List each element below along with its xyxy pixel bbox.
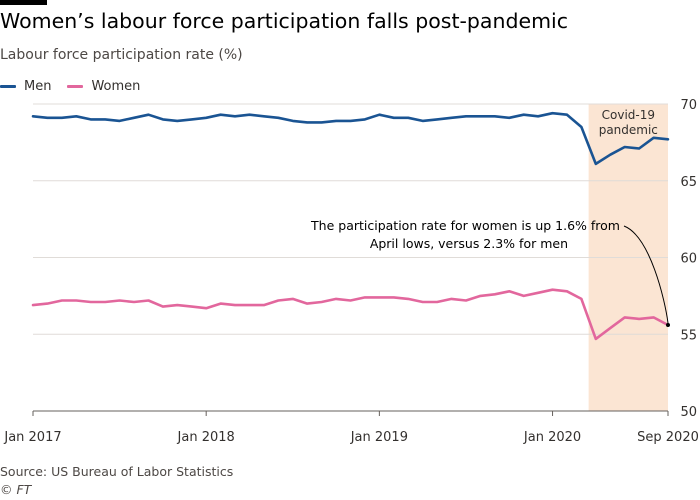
x-tick-label: Jan 2018 [177, 430, 235, 445]
y-tick-label: 70 [680, 98, 697, 113]
chart-subtitle: Labour force participation rate (%) [0, 47, 243, 63]
x-tick-label: Jan 2017 [3, 430, 61, 445]
shaded-region-label-line1: Covid-19 [602, 108, 655, 122]
chart-title: Women’s labour force participation falls… [0, 9, 569, 33]
credit: © FT [0, 482, 32, 497]
annotation-point [666, 323, 670, 328]
annotation-line1: The participation rate for women is up 1… [310, 218, 620, 233]
gridlines [33, 103, 668, 412]
y-tick-label: 60 [680, 252, 697, 267]
y-tick-label: 50 [680, 405, 697, 420]
x-tick-label: Jan 2019 [350, 430, 408, 445]
y-axis-ticks: 50 55 60 65 70 [680, 98, 697, 420]
series-lines [31, 111, 670, 341]
annotation-line2: April lows, versus 2.3% for men [370, 236, 568, 251]
legend-swatch-men [0, 85, 16, 88]
y-tick-label: 65 [680, 175, 697, 190]
legend-label-women: Women [91, 79, 141, 94]
x-tick-label: Sep 2020 [637, 430, 699, 445]
series-line-men [31, 111, 670, 166]
legend: Men Women [0, 79, 156, 94]
legend-item-men: Men [0, 79, 51, 94]
legend-item-women: Women [67, 79, 140, 94]
y-tick-label: 55 [680, 328, 697, 343]
legend-label-men: Men [24, 79, 52, 94]
legend-swatch-women [67, 85, 84, 88]
annotation-connector [623, 225, 669, 324]
top-rule [0, 0, 47, 5]
x-tick-label: Jan 2020 [523, 430, 581, 445]
source-note: Source: US Bureau of Labor Statistics [0, 464, 234, 479]
shaded-region-label-line2: pandemic [599, 123, 658, 137]
series-line-women [31, 288, 670, 341]
x-axis-ticks: Jan 2017 Jan 2018 Jan 2019 Jan 2020 Sep 2020 [3, 411, 699, 445]
